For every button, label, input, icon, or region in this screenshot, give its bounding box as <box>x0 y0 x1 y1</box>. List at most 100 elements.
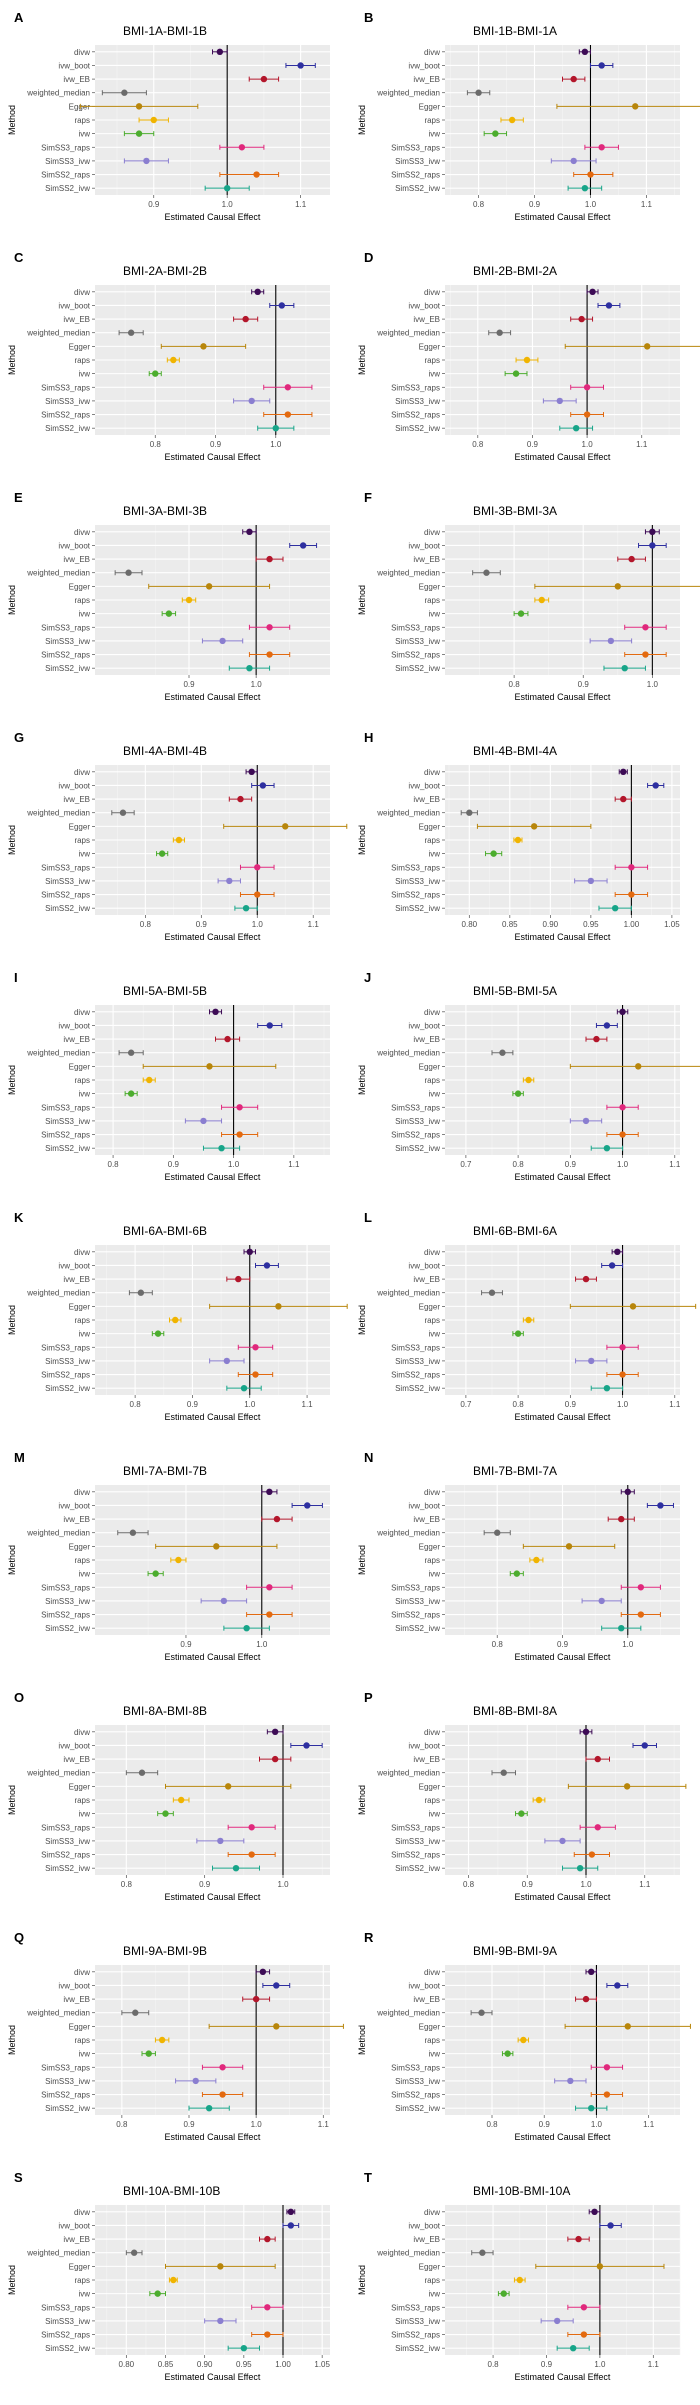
method-label: SimSS3_ivw <box>395 877 440 886</box>
x-tick-label: 1.1 <box>643 2120 655 2129</box>
method-label: weighted_median <box>376 1289 440 1298</box>
x-tick-label: 0.9 <box>522 1880 534 1889</box>
point-raps <box>525 1316 532 1324</box>
x-tick-label: 0.9 <box>565 1400 577 1409</box>
panel-letter: G <box>14 730 24 745</box>
point-SimSS3_raps <box>619 1104 626 1111</box>
method-label: SimSS2_raps <box>41 1851 90 1860</box>
x-axis-title: Estimated Causal Effect <box>515 212 611 222</box>
method-label: ivw_boot <box>408 2221 440 2230</box>
point-weighted_median <box>132 2009 139 2016</box>
method-label: divw <box>74 1728 90 1737</box>
x-tick-label: 0.9 <box>196 920 208 929</box>
method-label: SimSS3_raps <box>41 383 90 392</box>
point-SimSS2_raps <box>580 2331 588 2338</box>
point-ivw_boot <box>304 1502 311 1509</box>
point-ivw_boot <box>641 1742 648 1749</box>
x-tick-label: 1.0 <box>622 1640 634 1649</box>
point-ivw_boot <box>273 1982 280 1989</box>
method-label: SimSS3_raps <box>41 1103 90 1112</box>
method-label: weighted_median <box>26 809 90 818</box>
point-SimSS2_raps <box>637 1611 645 1618</box>
point-SimSS2_raps <box>588 1851 596 1858</box>
x-tick-label: 1.0 <box>647 680 659 689</box>
x-axis-title: Estimated Causal Effect <box>515 452 611 462</box>
method-label: SimSS3_ivw <box>45 1837 90 1846</box>
y-axis-title: Method <box>357 1545 367 1575</box>
method-label: weighted_median <box>26 1289 90 1298</box>
point-SimSS3_raps <box>580 2304 588 2311</box>
point-ivw <box>162 1810 169 1817</box>
method-label: divw <box>424 1008 440 1017</box>
method-label: SimSS2_ivw <box>45 184 90 193</box>
point-SimSS2_raps <box>219 2091 226 2098</box>
method-label: SimSS2_ivw <box>45 424 90 433</box>
point-weighted_median <box>488 1289 496 1296</box>
x-axis-title: Estimated Causal Effect <box>165 1412 261 1422</box>
point-SimSS3_ivw <box>192 2077 199 2085</box>
method-label: ivw <box>78 2290 90 2299</box>
x-tick-label: 0.90 <box>197 2360 213 2369</box>
method-label: SimSS2_raps <box>41 651 90 660</box>
method-label: ivw_EB <box>63 555 90 564</box>
y-axis-title: Method <box>357 105 367 135</box>
point-SimSS2_ivw <box>240 2344 248 2352</box>
point-raps <box>533 1556 540 1564</box>
point-raps <box>523 356 531 364</box>
point-SimSS3_raps <box>266 1584 273 1591</box>
method-label: SimSS3_ivw <box>395 1117 440 1126</box>
point-SimSS3_raps <box>619 1344 626 1351</box>
panel-title: BMI-2A-BMI-2B <box>123 264 207 278</box>
point-SimSS3_raps <box>264 2304 271 2311</box>
point-SimSS2_raps <box>642 651 649 658</box>
point-raps <box>516 2276 523 2284</box>
method-label: ivw <box>428 2050 440 2059</box>
panel-title: BMI-5B-BMI-5A <box>473 984 557 998</box>
method-label: ivw_EB <box>413 2235 440 2244</box>
y-axis-title: Method <box>7 1785 17 1815</box>
point-SimSS2_ivw <box>272 424 279 432</box>
method-label: divw <box>74 528 90 537</box>
method-label: weighted_median <box>26 1049 90 1058</box>
method-label: ivw <box>428 850 440 859</box>
y-axis-title: Method <box>357 585 367 615</box>
x-tick-label: 0.9 <box>541 2360 553 2369</box>
point-SimSS3_ivw <box>217 2317 224 2325</box>
method-label: SimSS2_ivw <box>45 2344 90 2353</box>
method-label: ivw <box>78 2050 90 2059</box>
method-label: divw <box>424 288 440 297</box>
point-ivw_boot <box>278 302 285 309</box>
x-tick-label: 0.80 <box>462 920 478 929</box>
point-raps <box>170 2276 177 2284</box>
method-label: SimSS2_raps <box>391 171 440 180</box>
x-tick-label: 0.8 <box>513 1400 525 1409</box>
point-ivw <box>152 1570 159 1577</box>
point-ivw <box>154 2290 161 2297</box>
method-label: SimSS2_ivw <box>45 1384 90 1393</box>
point-SimSS3_ivw <box>553 2317 561 2325</box>
method-label: ivw_boot <box>408 781 440 790</box>
point-divw <box>649 528 656 536</box>
point-divw <box>246 1248 253 1256</box>
panel-p: P BMI-8B-BMI-8A 0.8 0.9 1.0 1.1 divw ivw_bootiv… <box>357 1690 687 1902</box>
point-ivw_EB <box>575 2235 582 2243</box>
x-tick-label: 0.85 <box>502 920 518 929</box>
point-SimSS2_raps <box>266 1611 273 1618</box>
x-tick-label: 1.0 <box>585 200 597 209</box>
method-label: SimSS3_ivw <box>395 1597 440 1606</box>
method-label: SimSS3_raps <box>391 2063 440 2072</box>
x-tick-label: 0.9 <box>180 1640 192 1649</box>
method-label: SimSS3_raps <box>41 1343 90 1352</box>
point-ivw_boot <box>652 782 659 789</box>
method-label: ivw_boot <box>408 541 440 550</box>
method-label: ivw_EB <box>413 1995 440 2004</box>
point-Egger <box>635 1063 642 1070</box>
y-axis-title: Method <box>357 1785 367 1815</box>
point-SimSS2_raps <box>236 1131 243 1138</box>
point-ivw_boot <box>608 1262 616 1269</box>
point-Egger <box>644 343 651 350</box>
method-label: SimSS2_raps <box>391 1371 440 1380</box>
method-label: ivw_EB <box>413 315 440 324</box>
x-tick-label: 0.9 <box>565 1160 577 1169</box>
point-SimSS2_ivw <box>569 2344 577 2352</box>
